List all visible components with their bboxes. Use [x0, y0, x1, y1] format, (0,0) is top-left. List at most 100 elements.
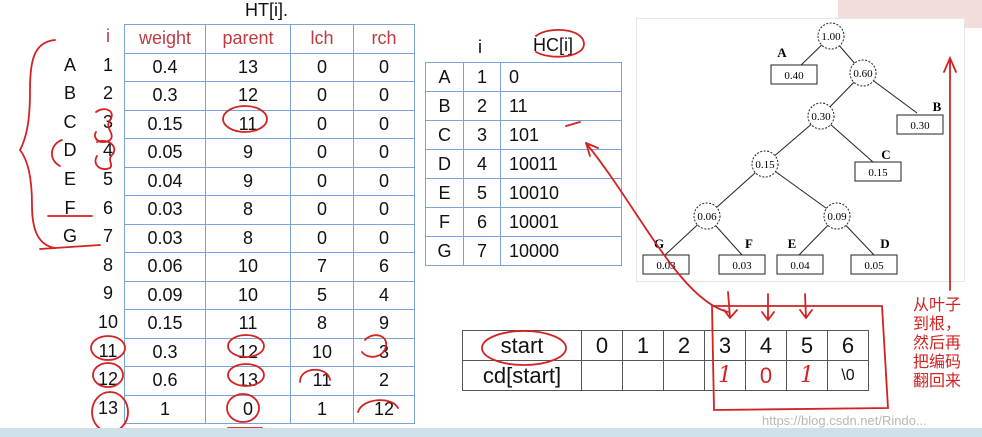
ht-cell-weight: 0.15: [124, 309, 206, 339]
ht-cell-lch: 1: [290, 394, 354, 424]
circle-index-12: [92, 362, 124, 388]
node-009: 0.09: [823, 202, 851, 230]
reverse-note: 从叶子 到根， 然后再 把编码 翻回来: [913, 296, 965, 391]
ht-index: 11: [98, 340, 118, 361]
hc-row: D 4 10011: [425, 149, 622, 179]
cd-value-3: 1: [704, 360, 746, 391]
hc-letter: C: [425, 120, 464, 150]
node-root-label: 1.00: [821, 31, 841, 43]
leaf-F-name: F: [745, 236, 753, 251]
leaf-A: A 0.40: [770, 45, 818, 85]
leaf-G-name: G: [654, 236, 664, 251]
leaf-F-value: 0.03: [732, 260, 752, 272]
ht-letter: G: [62, 226, 77, 247]
ht-cell-parent: 9: [205, 138, 291, 168]
ht-row: 0.6 13 11 2: [124, 366, 415, 396]
hc-body: A 1 0 B 2 11 C 3 101 D 4 10011 E 5 10010 F 6 10001 G 7 10000: [425, 62, 622, 266]
ht-table: weight parent lch rch 0.4 13 0 0 0.3 12 0 0 0.15…: [124, 24, 415, 424]
ht-cell-lch: 0: [290, 81, 354, 111]
node-009-label: 0.09: [827, 211, 847, 223]
ht-index: 7: [102, 226, 113, 247]
leaf-C: C 0.15: [854, 147, 902, 182]
ht-row: 0.3 12 10 3: [124, 337, 415, 367]
bottom-bar: [0, 428, 982, 437]
node-030-label: 0.30: [811, 111, 831, 123]
arrow-down-4: [761, 293, 775, 322]
node-015: 0.15: [751, 150, 779, 178]
note-line-4: 把编码: [913, 354, 962, 371]
tree-internal-nodes: 1.00 0.60 0.30 0.15 0.06 0.09: [693, 22, 877, 230]
ht-cell-lch: 10: [290, 337, 354, 367]
arrow-down-5: [799, 293, 813, 320]
hc-code: 10011: [500, 149, 622, 179]
ht-index: 2: [102, 83, 113, 104]
mark-c-letter: [51, 139, 63, 167]
huffman-tree: 1.00 0.60 0.30 0.15 0.06 0.09: [642, 22, 944, 275]
tree-leaves: A 0.40 B 0.30 C 0.15 G 0.03 F: [642, 45, 944, 275]
hc-row: C 3 101: [425, 120, 622, 150]
edge-n015-n009: [764, 163, 838, 217]
leaf-D: D 0.05: [850, 236, 898, 275]
ht-cell-weight: 1: [124, 394, 206, 424]
hc-letter: G: [425, 236, 464, 266]
cd-value-6: \0: [827, 360, 869, 391]
leaf-B-name: B: [933, 99, 942, 114]
circle-hc-title: [535, 29, 585, 58]
hc-code: 10001: [500, 207, 622, 237]
circle-c-index: [94, 108, 113, 144]
ht-cell-lch: 5: [290, 280, 354, 310]
ht-cell-parent: 13: [205, 366, 291, 396]
leaf-C-value: 0.15: [868, 167, 888, 179]
huffman-tree-panel: 1.00 0.60 0.30 0.15 0.06 0.09: [636, 18, 965, 282]
hc-table: A 1 0 B 2 11 C 3 101 D 4 10011 E 5 10010 F 6 10001 G 7 10000: [425, 62, 622, 266]
leaf-E-value: 0.04: [790, 260, 810, 272]
ht-row: 0.03 8 0 0: [124, 195, 415, 225]
start-index-1: 1: [622, 330, 664, 361]
leaf-E-name: E: [788, 236, 797, 251]
brace-annotation: [18, 39, 56, 249]
leaf-B: B 0.30: [896, 99, 944, 135]
circle-parent-0: [226, 393, 260, 423]
hc-letter: A: [425, 62, 464, 92]
box-cd-bits: [711, 305, 889, 411]
ht-letter: F: [64, 197, 76, 218]
ht-index: 12: [98, 369, 119, 390]
arrow-down-3: [723, 291, 738, 320]
leaf-A-value: 0.40: [784, 70, 804, 82]
ht-row: 0.05 9 0 0: [124, 138, 415, 168]
hc-index-header: i: [478, 37, 482, 57]
ht-letter: B: [63, 83, 76, 104]
node-006-label: 0.06: [697, 211, 717, 223]
ht-cell-parent: 10: [205, 252, 291, 282]
underline-g: [39, 244, 101, 250]
hc-row: F 6 10001: [425, 207, 622, 237]
arrow-code-path: [585, 142, 729, 313]
ht-index: 6: [102, 197, 113, 218]
ht-letter: D: [63, 140, 77, 161]
ht-cell-parent: 11: [205, 109, 291, 139]
cd-value-4: 0: [745, 360, 787, 391]
ht-cell-rch: 2: [353, 366, 415, 396]
circle-start-label: [481, 330, 567, 366]
ht-row: 1 0 1 12: [124, 394, 415, 424]
watermark: https://blog.csdn.net/Rindo...: [762, 413, 927, 428]
circle-parent-12: [227, 334, 265, 358]
ht-cell-weight: 0.4: [124, 52, 206, 82]
ht-cell-rch: 0: [353, 195, 415, 225]
ht-cell-rch: 4: [353, 280, 415, 310]
ht-cell-parent: 0: [205, 394, 291, 424]
ht-letter: C: [63, 111, 77, 132]
hc-row: G 7 10000: [425, 236, 622, 266]
leaf-E: E 0.04: [776, 236, 824, 275]
node-060: 0.60: [849, 59, 877, 87]
note-line-5: 翻回来: [913, 373, 962, 390]
ht-cell-weight: 0.09: [124, 280, 206, 310]
node-030: 0.30: [807, 102, 835, 130]
mark-hc-101: [565, 121, 581, 127]
ht-cell-weight: 0.03: [124, 195, 206, 225]
ht-cell-lch: 0: [290, 223, 354, 253]
ht-cell-lch: 0: [290, 52, 354, 82]
ht-index: 4: [102, 140, 113, 161]
ht-letter: E: [63, 169, 76, 189]
